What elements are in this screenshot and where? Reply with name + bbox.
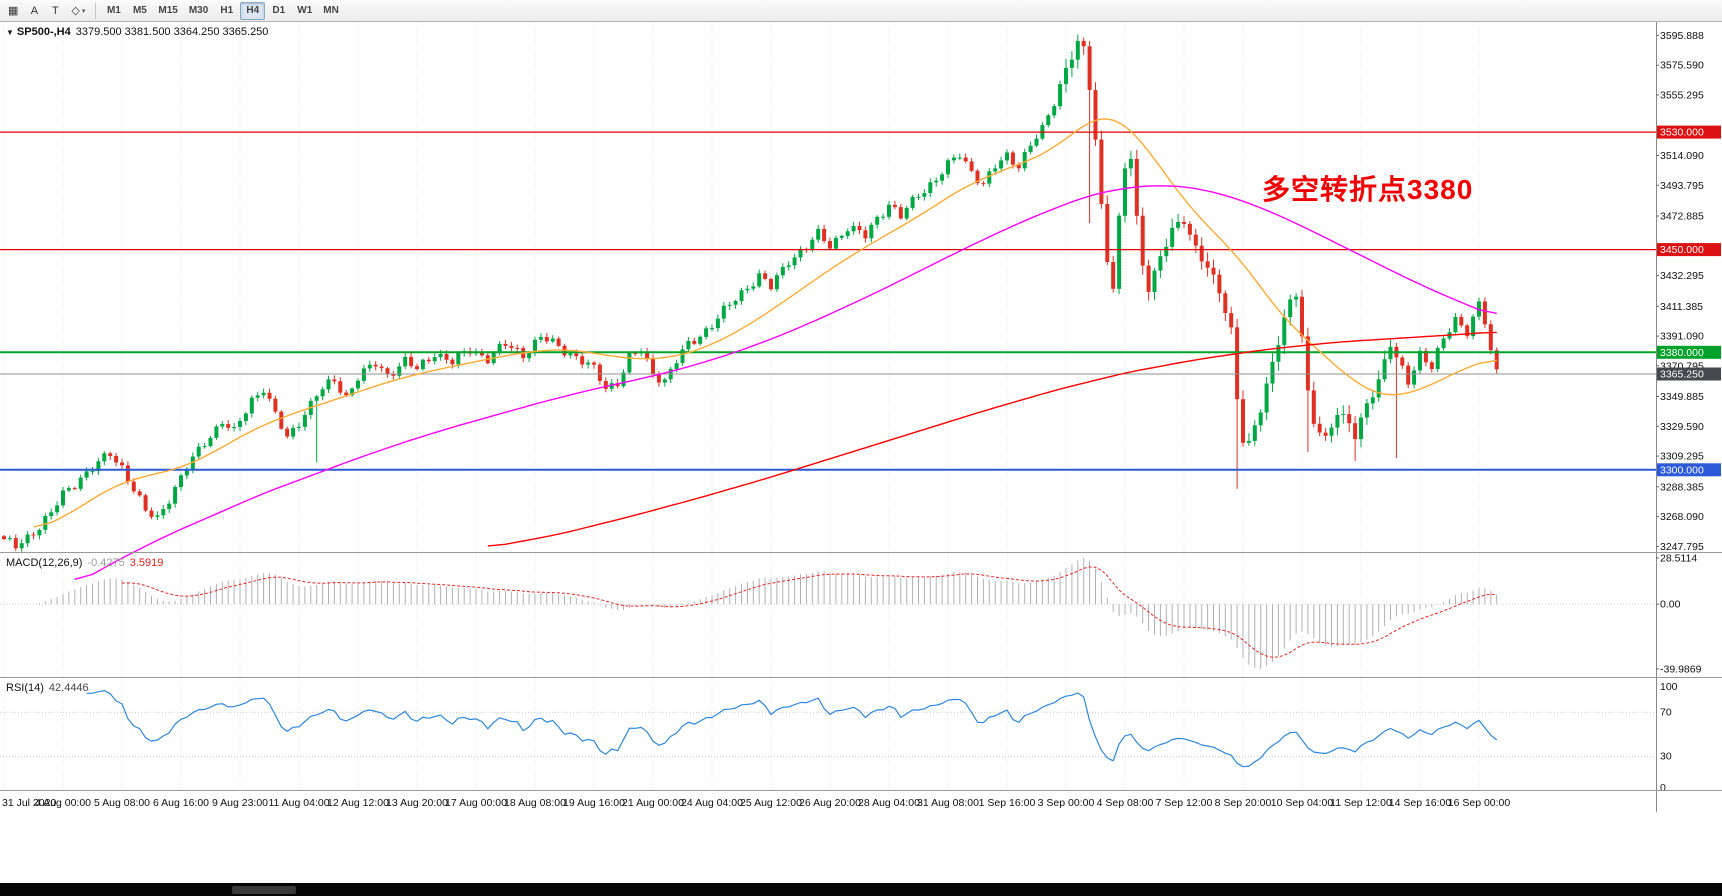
macd-title: MACD(12,26,9) xyxy=(6,557,83,569)
price-axis[interactable]: 3595.888 3575.590 3555.295 3514.090 3493.795… xyxy=(1656,22,1721,812)
svg-text:26 Aug 20:00: 26 Aug 20:00 xyxy=(799,797,861,809)
timeframe-button-w1[interactable]: W1 xyxy=(297,5,313,16)
symbol-title: SP500-,H4 xyxy=(16,26,71,38)
timeframe-button-h1[interactable]: H1 xyxy=(220,5,234,16)
svg-text:3 Sep 00:00: 3 Sep 00:00 xyxy=(1038,797,1095,809)
macd-signal-value: 3.5919 xyxy=(129,557,164,569)
svg-text:70: 70 xyxy=(1660,706,1672,718)
rsi-line xyxy=(86,690,1498,768)
ohlc-readout: 3379.500 3381.500 3364.250 3365.250 xyxy=(75,26,269,38)
chart-area[interactable]: 3595.888 3575.590 3555.295 3514.090 3493.795… xyxy=(0,22,1722,812)
rsi-readout: RSI(14) 42.4446 xyxy=(6,682,94,694)
svg-text:25 Aug 12:00: 25 Aug 12:00 xyxy=(740,797,802,809)
svg-text:11 Sep 12:00: 11 Sep 12:00 xyxy=(1330,797,1392,809)
timeframe-button-m15[interactable]: M15 xyxy=(158,5,178,16)
svg-text:8 Sep 20:00: 8 Sep 20:00 xyxy=(1215,797,1272,809)
svg-text:3555.295: 3555.295 xyxy=(1660,90,1704,102)
rsi-title: RSI(14) xyxy=(6,682,44,694)
svg-text:28 Aug 04:00: 28 Aug 04:00 xyxy=(858,797,920,809)
svg-text:3432.295: 3432.295 xyxy=(1660,270,1704,282)
svg-text:21 Aug 00:00: 21 Aug 00:00 xyxy=(622,797,684,809)
timeframe-button-m5[interactable]: M5 xyxy=(132,5,147,16)
ma-slow-red xyxy=(487,331,1497,547)
svg-text:3329.590: 3329.590 xyxy=(1660,421,1704,433)
svg-text:4 Sep 08:00: 4 Sep 08:00 xyxy=(1097,797,1154,809)
pane-separators[interactable] xyxy=(0,552,1722,791)
symbol-readout: ▼ SP500-,H4 3379.500 3381.500 3364.250 336… xyxy=(6,26,273,38)
svg-text:100: 100 xyxy=(1660,681,1678,693)
chart-grid-icon[interactable]: ▦ xyxy=(8,5,19,17)
bottom-bar[interactable] xyxy=(0,883,1722,896)
timeframe-button-h4[interactable]: H4 xyxy=(240,1,266,20)
ma-fast-orange xyxy=(33,118,1497,528)
macd-readout: MACD(12,26,9) -0.4275 3.5919 xyxy=(6,557,168,569)
toolbar: ▦ A T ◇ ▾ M1 M5 M15 M30 H1 H4 D1 W1 MN xyxy=(0,0,1722,22)
svg-text:3411.385: 3411.385 xyxy=(1660,301,1703,313)
svg-text:3450.000: 3450.000 xyxy=(1660,244,1704,256)
svg-text:0.00: 0.00 xyxy=(1660,599,1681,611)
macd-signal-line xyxy=(121,566,1497,658)
annotation-text: 多空转折点3380 xyxy=(1262,174,1474,205)
svg-text:3575.590: 3575.590 xyxy=(1660,60,1704,72)
svg-text:3493.795: 3493.795 xyxy=(1660,180,1704,192)
svg-text:3309.295: 3309.295 xyxy=(1660,451,1704,463)
text-a-icon[interactable]: A xyxy=(30,4,39,17)
svg-text:13 Aug 20:00: 13 Aug 20:00 xyxy=(386,797,448,809)
toolbar-icon-group: ▦ A T ◇ ▾ xyxy=(3,2,90,20)
svg-text:24 Aug 04:00: 24 Aug 04:00 xyxy=(681,797,743,809)
svg-text:3472.885: 3472.885 xyxy=(1660,211,1704,223)
rsi-pane: 100 70 30 0 xyxy=(0,681,1678,794)
svg-text:3391.090: 3391.090 xyxy=(1660,331,1704,343)
svg-text:11 Aug 04:00: 11 Aug 04:00 xyxy=(268,797,329,809)
svg-text:3530.000: 3530.000 xyxy=(1660,127,1704,139)
svg-text:31 Aug 08:00: 31 Aug 08:00 xyxy=(917,797,979,809)
svg-text:3247.795: 3247.795 xyxy=(1660,541,1704,553)
rsi-value: 42.4446 xyxy=(48,682,89,694)
timeframe-button-m30[interactable]: M30 xyxy=(188,5,209,16)
svg-text:19 Aug 16:00: 19 Aug 16:00 xyxy=(563,797,625,809)
svg-text:16 Sep 00:00: 16 Sep 00:00 xyxy=(1448,797,1511,809)
collapse-arrow-icon[interactable]: ▼ xyxy=(6,28,14,37)
svg-text:3268.090: 3268.090 xyxy=(1660,511,1704,523)
svg-text:31 Jul 2020: 31 Jul 2020 xyxy=(2,797,56,809)
svg-text:9 Aug 23:00: 9 Aug 23:00 xyxy=(212,797,268,809)
timeframe-group: M1 M5 M15 M30 H1 H4 D1 W1 MN xyxy=(101,1,343,20)
svg-text:0: 0 xyxy=(1660,782,1666,794)
macd-pane: 28.5114 0.00 -39.9869 xyxy=(0,553,1702,675)
svg-text:6 Aug 16:00: 6 Aug 16:00 xyxy=(153,797,209,809)
svg-text:-39.9869: -39.9869 xyxy=(1660,663,1702,675)
svg-text:7 Sep 12:00: 7 Sep 12:00 xyxy=(1156,797,1213,809)
svg-text:4 Aug 00:00: 4 Aug 00:00 xyxy=(35,797,91,809)
macd-value: -0.4275 xyxy=(87,557,125,569)
svg-text:17 Aug 00:00: 17 Aug 00:00 xyxy=(445,797,507,809)
svg-text:5 Aug 08:00: 5 Aug 08:00 xyxy=(94,797,150,809)
svg-text:28.5114: 28.5114 xyxy=(1660,553,1697,565)
svg-text:1 Sep 16:00: 1 Sep 16:00 xyxy=(979,797,1036,809)
svg-text:3288.385: 3288.385 xyxy=(1660,481,1704,493)
timeframe-button-mn[interactable]: MN xyxy=(323,5,339,16)
ma-mid-magenta xyxy=(74,185,1497,580)
svg-text:18 Aug 08:00: 18 Aug 08:00 xyxy=(504,797,566,809)
svg-text:3300.000: 3300.000 xyxy=(1660,464,1704,476)
svg-text:3380.000: 3380.000 xyxy=(1660,347,1704,359)
svg-text:14 Sep 16:00: 14 Sep 16:00 xyxy=(1389,797,1452,809)
bottom-bar-item[interactable] xyxy=(232,886,296,894)
svg-text:3365.250: 3365.250 xyxy=(1660,369,1704,381)
svg-text:30: 30 xyxy=(1660,751,1672,763)
svg-text:12 Aug 12:00: 12 Aug 12:00 xyxy=(327,797,389,809)
timeframe-button-m1[interactable]: M1 xyxy=(106,5,121,16)
svg-text:3595.888: 3595.888 xyxy=(1660,30,1704,42)
text-frame-icon[interactable]: T xyxy=(52,4,59,17)
svg-text:10 Sep 04:00: 10 Sep 04:00 xyxy=(1271,797,1334,809)
svg-text:3514.090: 3514.090 xyxy=(1660,150,1704,162)
horizontal-lines[interactable] xyxy=(0,131,1656,471)
toolbar-separator xyxy=(95,2,97,19)
svg-text:3349.885: 3349.885 xyxy=(1660,391,1704,403)
draw-tools-icon[interactable]: ◇ ▾ xyxy=(71,5,86,17)
grid-lines xyxy=(3,22,1480,790)
timeframe-button-d1[interactable]: D1 xyxy=(272,5,286,16)
